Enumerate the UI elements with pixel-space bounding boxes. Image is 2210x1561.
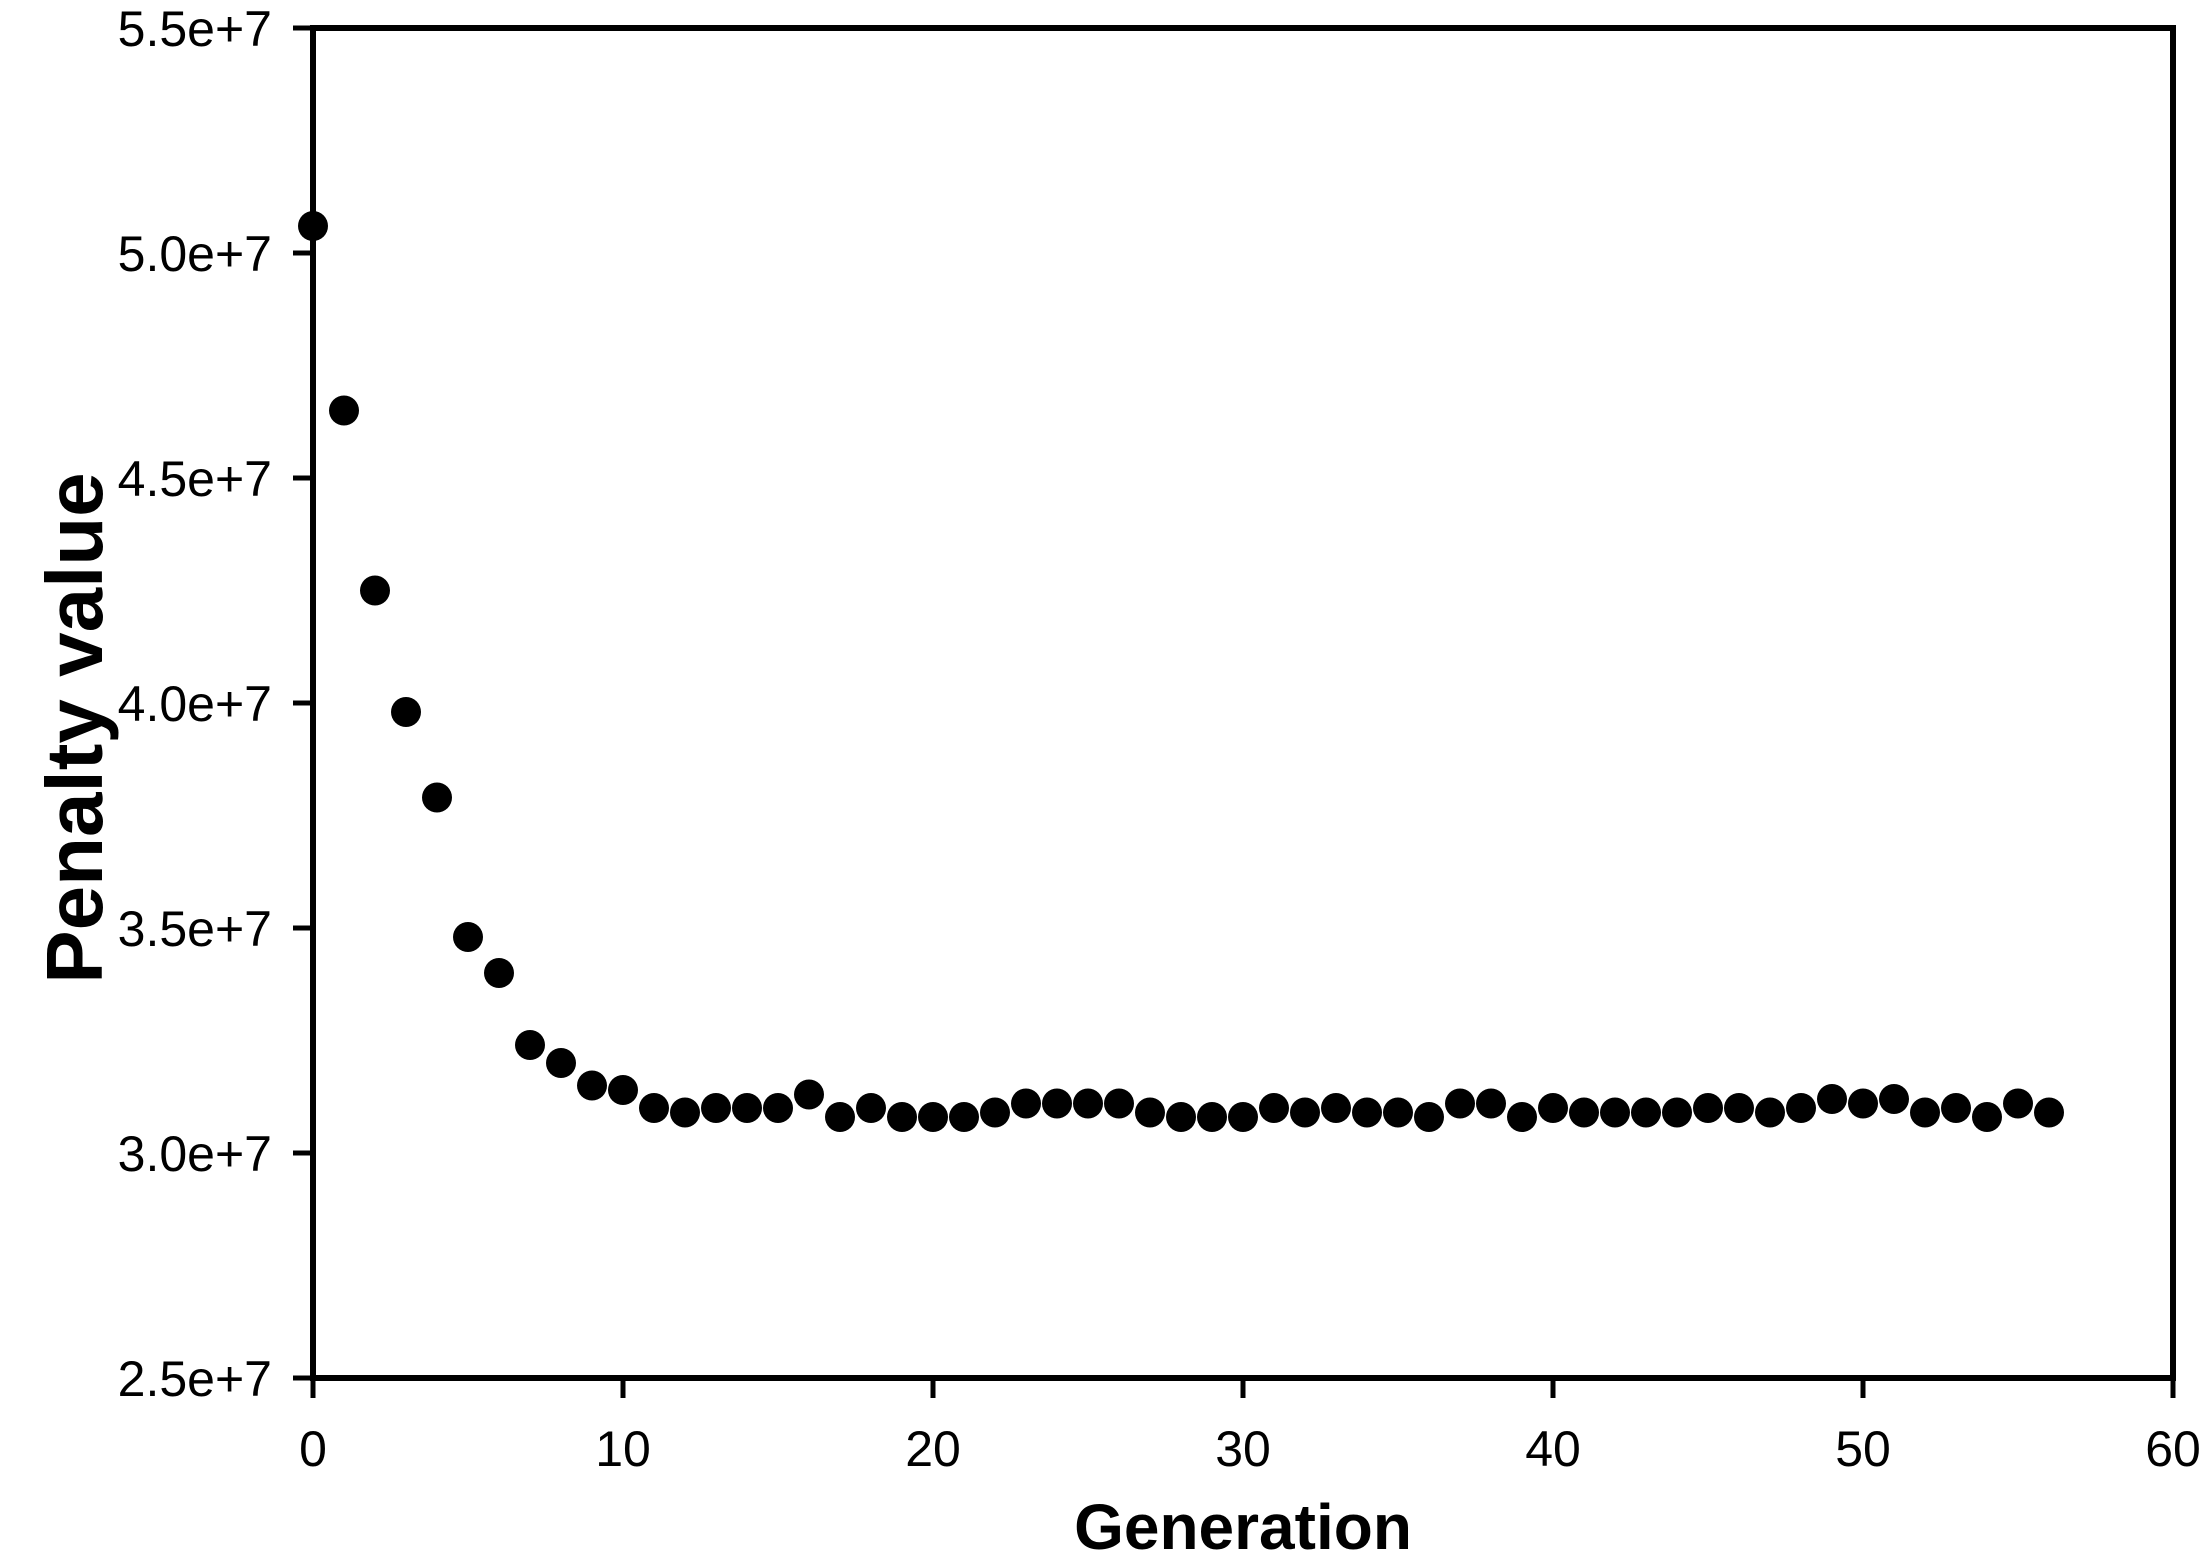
x-tick-label: 50: [1835, 1421, 1891, 1477]
data-point: [1755, 1097, 1785, 1128]
data-point: [794, 1079, 824, 1110]
data-point: [1104, 1088, 1134, 1119]
data-point: [360, 575, 390, 606]
plot-frame: [310, 25, 2176, 1381]
data-point: [1910, 1097, 1940, 1128]
data-point: [1197, 1102, 1227, 1132]
x-tick-label: 0: [299, 1421, 327, 1477]
data-point: [1135, 1097, 1165, 1128]
data-point: [1352, 1097, 1382, 1128]
data-point: [1011, 1088, 1041, 1119]
x-tick-label: 30: [1215, 1421, 1271, 1477]
data-point: [1321, 1093, 1351, 1123]
x-tick-label: 40: [1525, 1421, 1581, 1477]
data-point: [515, 1030, 545, 1060]
data-point: [329, 395, 359, 426]
data-point: [732, 1093, 762, 1123]
data-point: [1848, 1088, 1878, 1119]
data-point: [298, 211, 328, 241]
data-point: [422, 782, 452, 813]
data-point: [2003, 1088, 2033, 1119]
data-point: [1569, 1097, 1599, 1128]
data-point: [1507, 1102, 1537, 1132]
data-point: [1879, 1084, 1909, 1114]
y-tick-label: 3.5e+7: [118, 901, 272, 957]
data-point: [825, 1102, 855, 1132]
data-point: [1073, 1088, 1103, 1119]
data-point: [856, 1093, 886, 1123]
data-point: [1383, 1097, 1413, 1128]
data-point: [1941, 1093, 1971, 1123]
data-point: [980, 1097, 1010, 1128]
data-point: [1476, 1088, 1506, 1119]
data-point: [1631, 1097, 1661, 1128]
x-tick-label: 20: [905, 1421, 961, 1477]
data-point: [1166, 1102, 1196, 1132]
data-point: [1414, 1102, 1444, 1132]
y-tick-label: 5.0e+7: [118, 226, 272, 282]
data-point: [546, 1048, 576, 1078]
data-point: [1042, 1088, 1072, 1119]
y-tick-label: 4.5e+7: [118, 451, 272, 507]
data-point: [1724, 1093, 1754, 1123]
data-point: [391, 697, 421, 727]
y-tick-label: 5.5e+7: [118, 1, 272, 57]
data-point: [949, 1102, 979, 1132]
x-tick-label: 10: [595, 1421, 651, 1477]
data-point: [639, 1093, 669, 1123]
data-point: [763, 1093, 793, 1123]
y-tick-label: 4.0e+7: [118, 676, 272, 732]
y-tick-label: 2.5e+7: [118, 1351, 272, 1407]
data-point: [484, 958, 514, 988]
x-axis-label: Generation: [1074, 1491, 1412, 1561]
data-point: [1290, 1097, 1320, 1128]
data-point: [918, 1102, 948, 1132]
data-point: [1259, 1093, 1289, 1123]
data-point: [1693, 1093, 1723, 1123]
y-tick-label: 3.0e+7: [118, 1126, 272, 1182]
data-point: [1662, 1097, 1692, 1128]
data-point: [1228, 1102, 1258, 1132]
data-point: [2034, 1097, 2064, 1128]
data-point: [1817, 1084, 1847, 1114]
data-point: [1972, 1102, 2002, 1132]
data-point: [1786, 1093, 1816, 1123]
y-axis-label: Penalty value: [30, 472, 119, 984]
data-point: [670, 1097, 700, 1128]
data-point: [887, 1102, 917, 1132]
data-point: [608, 1075, 638, 1105]
data-point: [1538, 1093, 1568, 1123]
data-point: [701, 1093, 731, 1123]
data-point: [1600, 1097, 1630, 1128]
x-tick-label: 60: [2145, 1421, 2201, 1477]
data-point: [1445, 1088, 1475, 1119]
data-point: [577, 1070, 607, 1101]
data-point: [453, 922, 483, 952]
